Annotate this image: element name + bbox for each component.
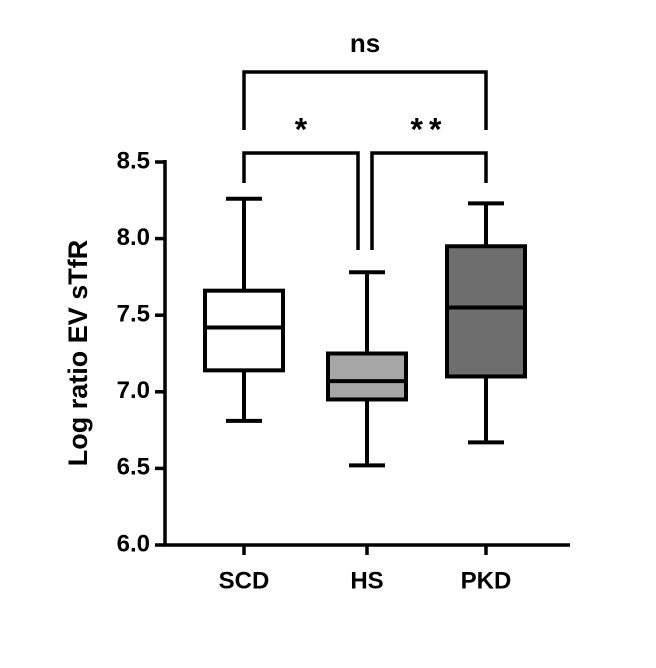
y-tick-label: 6.5 bbox=[117, 454, 150, 481]
x-tick-label: SCD bbox=[219, 567, 270, 594]
significance-bracket bbox=[242, 151, 360, 250]
significance-label: ** bbox=[411, 111, 448, 147]
y-tick-label: 6.0 bbox=[117, 530, 150, 557]
y-tick-label: 7.5 bbox=[117, 301, 150, 328]
y-tick-label: 8.0 bbox=[117, 224, 150, 251]
significance-label: ns bbox=[350, 28, 380, 58]
significance-bracket bbox=[242, 70, 488, 130]
box bbox=[326, 351, 408, 402]
y-axis-label: Log ratio EV sTfR bbox=[63, 240, 93, 467]
significance-bracket bbox=[370, 151, 488, 250]
box bbox=[445, 244, 527, 379]
y-tick-label: 7.0 bbox=[117, 377, 150, 404]
y-tick-label: 8.5 bbox=[117, 147, 150, 174]
significance-label: * bbox=[295, 111, 308, 147]
x-tick-label: HS bbox=[350, 567, 383, 594]
box bbox=[203, 288, 285, 373]
x-tick-label: PKD bbox=[461, 567, 512, 594]
